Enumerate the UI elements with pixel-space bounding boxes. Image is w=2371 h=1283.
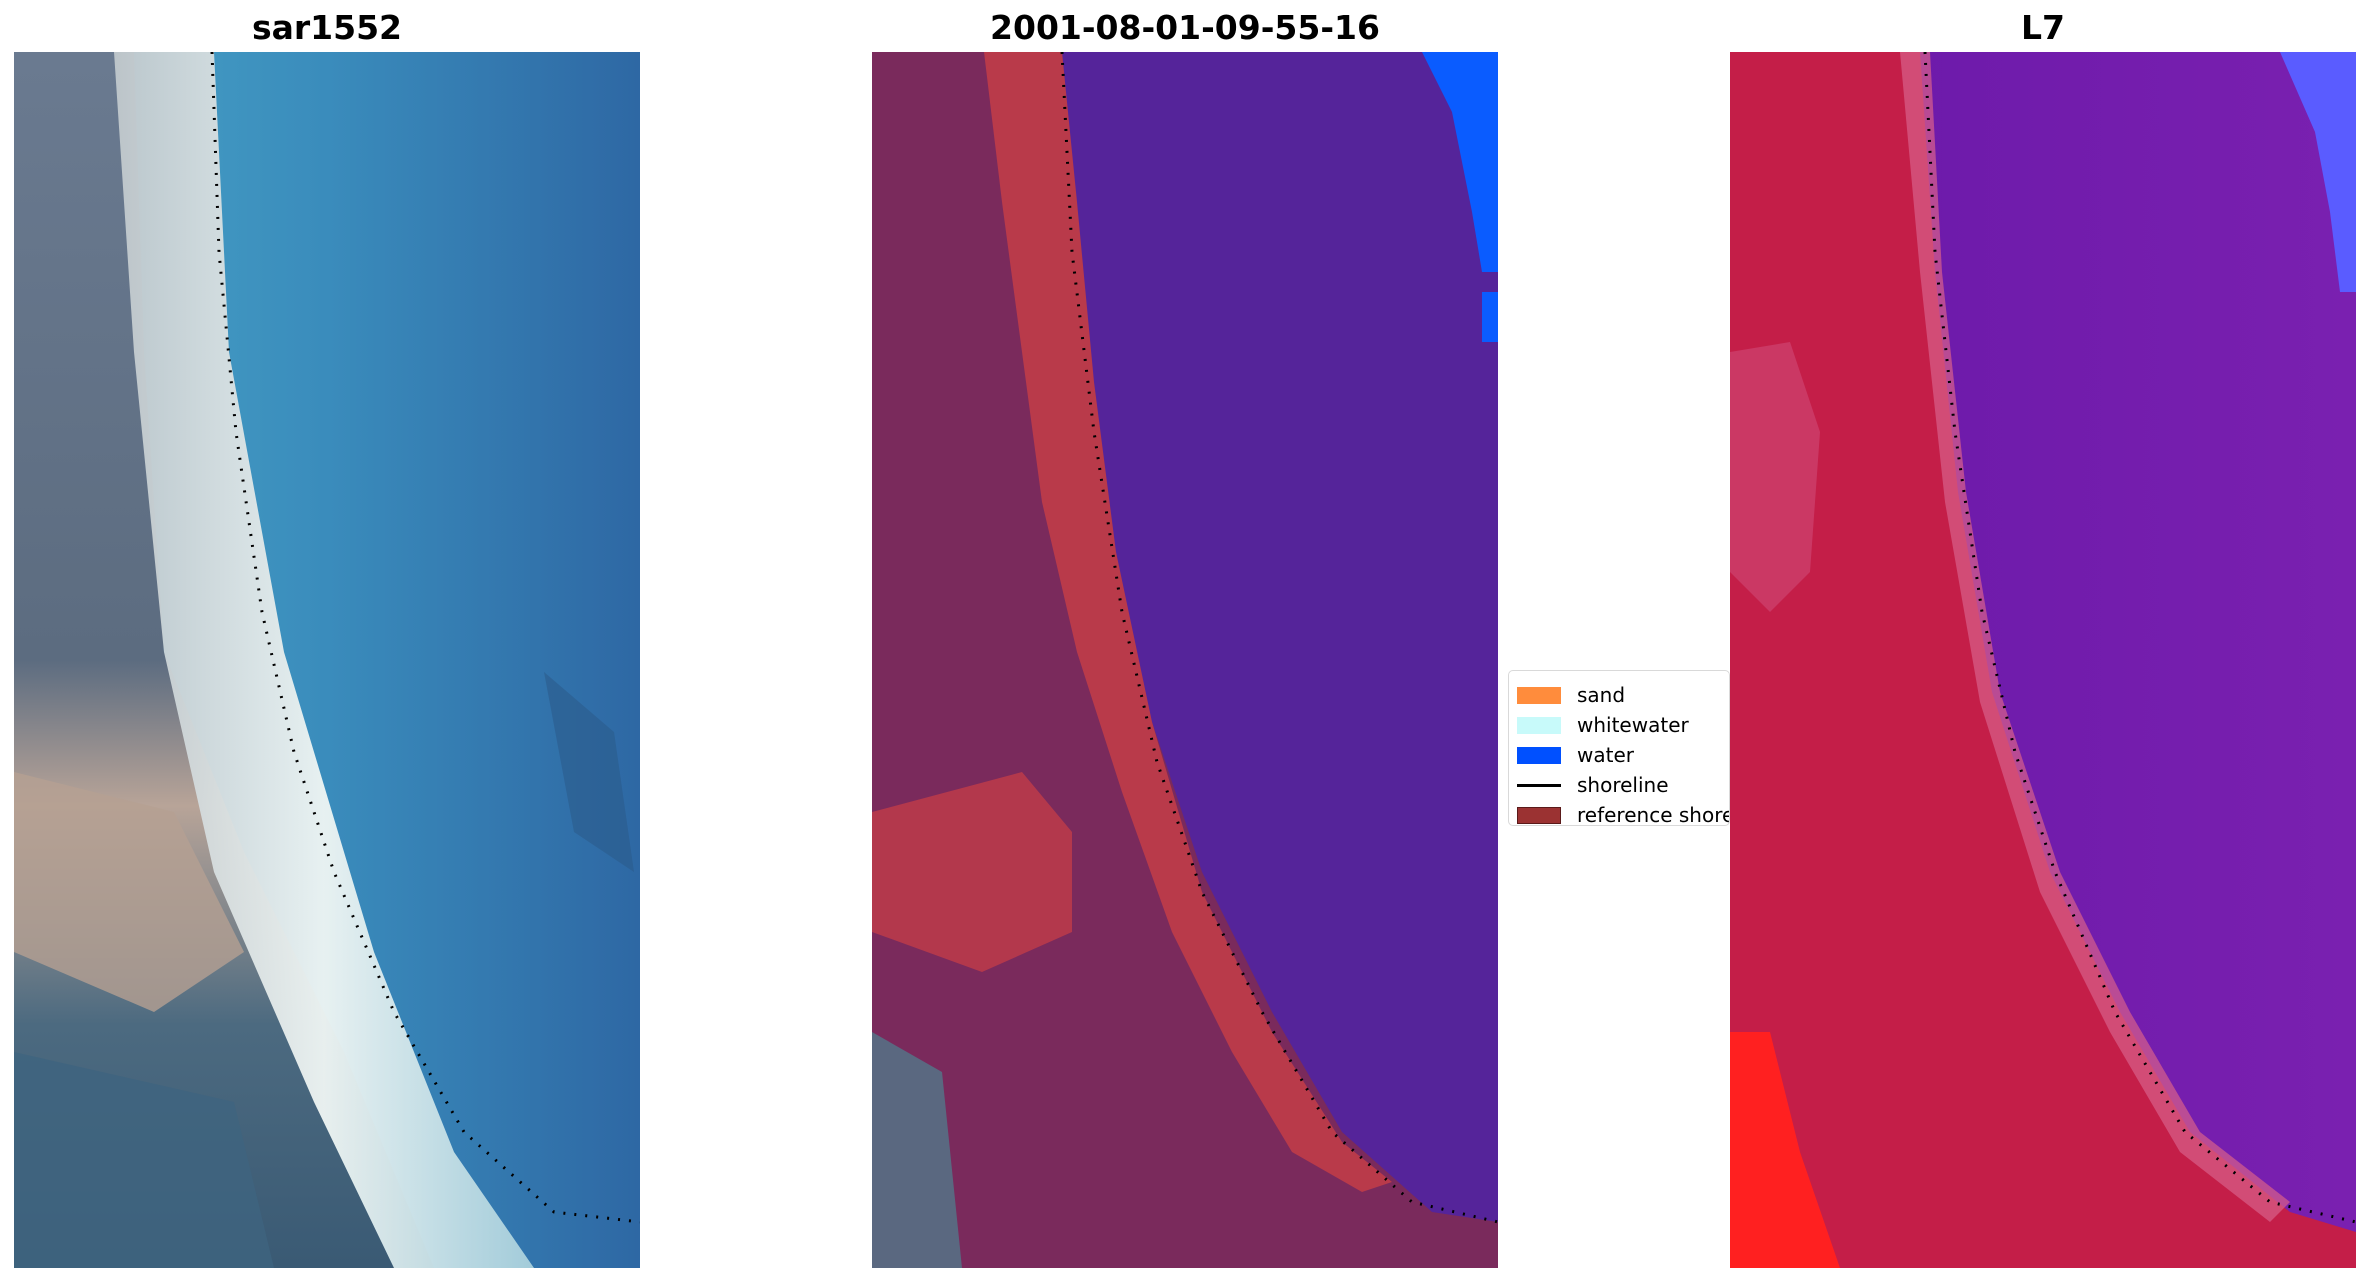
sand-swatch — [1517, 687, 1561, 704]
false-color-image — [1730, 52, 2356, 1268]
classified-image-panel — [872, 52, 1498, 1268]
shoreline-line-swatch — [1517, 784, 1561, 787]
legend-label-water: water — [1577, 743, 1634, 767]
legend-label-reference-shoreline: reference shoreline — [1577, 803, 1729, 826]
reference-shoreline-swatch — [1517, 807, 1561, 824]
false-color-image-panel — [1730, 52, 2356, 1268]
legend-item-water: water — [1509, 741, 1729, 769]
legend-label-whitewater: whitewater — [1577, 713, 1689, 737]
rgb-image-panel — [14, 52, 640, 1268]
legend-item-whitewater: whitewater — [1509, 711, 1729, 739]
legend-label-sand: sand — [1577, 683, 1626, 707]
legend: sand whitewater water shoreline referenc… — [1508, 670, 1730, 826]
classified-image — [872, 52, 1498, 1268]
water-swatch — [1517, 747, 1561, 764]
rgb-image — [14, 52, 640, 1268]
legend-item-shoreline: shoreline — [1509, 771, 1729, 799]
panel-title-classified: 2001-08-01-09-55-16 — [990, 8, 1380, 47]
legend-item-sand: sand — [1509, 681, 1729, 709]
panel-title-rgb: sar1552 — [251, 8, 403, 47]
panel-title-false-color: L7 — [2021, 8, 2065, 47]
whitewater-swatch — [1517, 717, 1561, 734]
legend-item-reference-shoreline: reference shoreline — [1509, 801, 1729, 826]
legend-label-shoreline: shoreline — [1577, 773, 1669, 797]
